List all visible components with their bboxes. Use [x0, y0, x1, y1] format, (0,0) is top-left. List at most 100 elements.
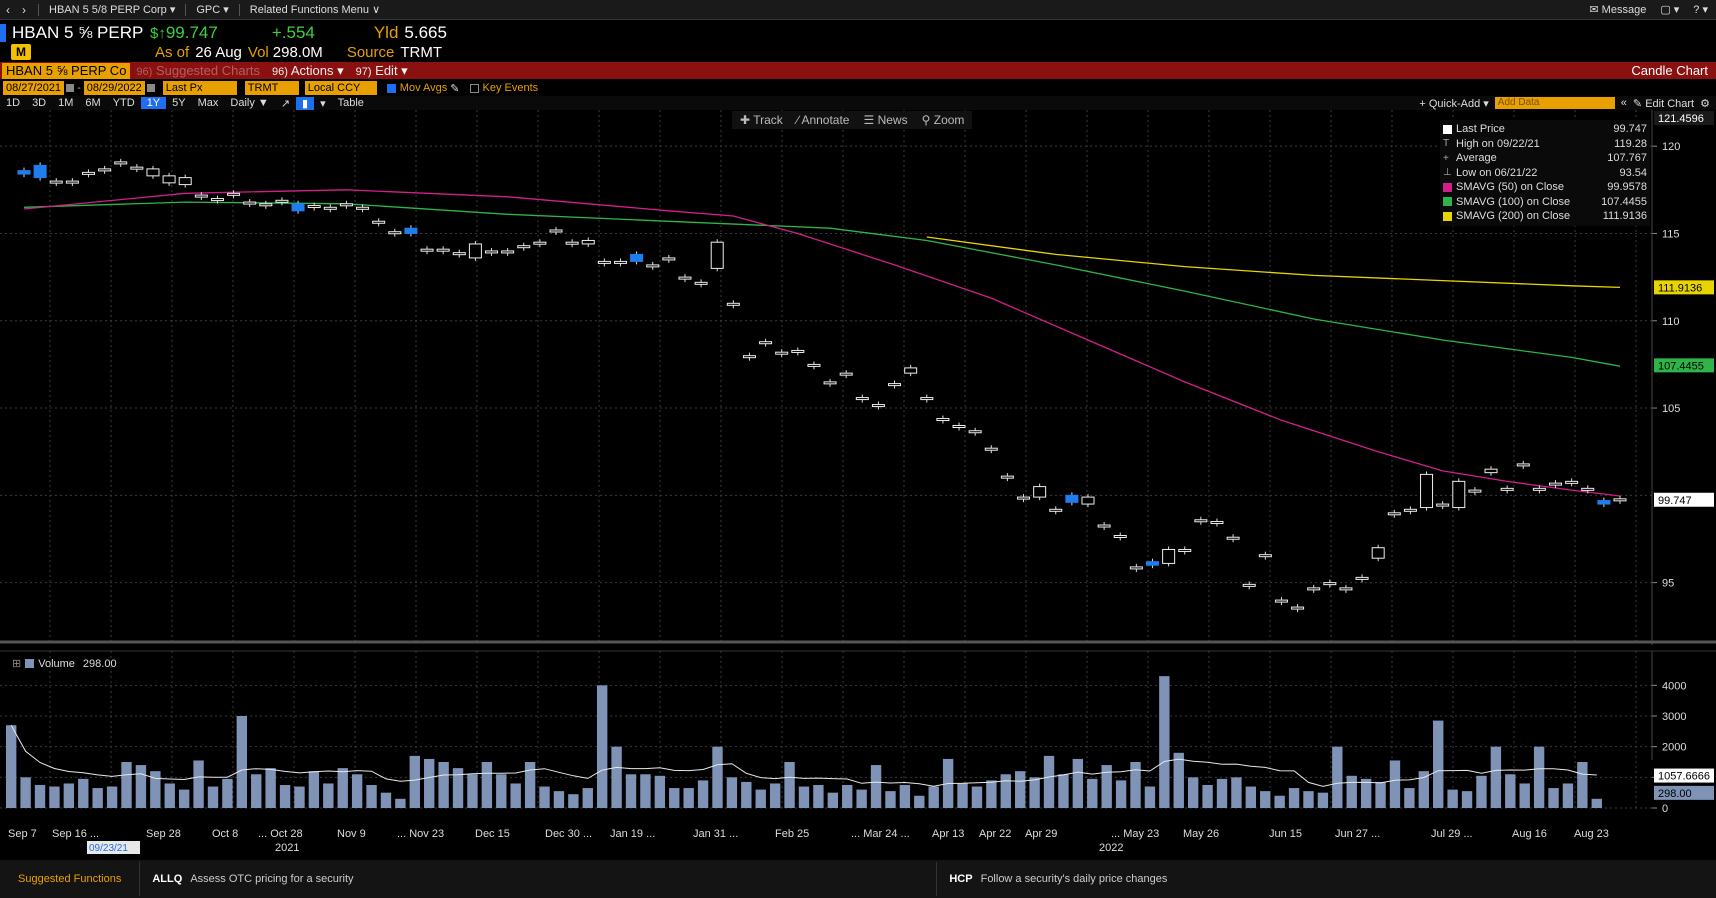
gpc-menu-label: GPC — [196, 4, 221, 16]
volume-swatch — [25, 659, 35, 668]
message-button[interactable]: ✉ Message — [1589, 3, 1646, 16]
range-1y[interactable]: 1Y — [140, 97, 167, 109]
frequency-selector[interactable]: Daily ▼ — [230, 97, 269, 109]
expand-icon[interactable]: ⊞ — [12, 658, 22, 670]
forward-arrow-icon[interactable]: › — [22, 2, 26, 17]
mov-avgs-checkbox[interactable] — [386, 83, 396, 93]
candle-body — [1226, 536, 1240, 540]
volume-bar — [654, 775, 666, 808]
calendar-icon[interactable] — [66, 84, 75, 92]
function-allq[interactable]: ALLQ Assess OTC pricing for a security — [140, 873, 936, 885]
candle-body — [210, 198, 224, 202]
end-date-field[interactable]: 08/29/2022 — [83, 81, 145, 95]
help-icon[interactable]: ? ▾ — [1693, 4, 1708, 16]
top-price-tag-bg — [1654, 111, 1714, 125]
date-axis-label: ... Oct 28 — [258, 828, 303, 840]
key-events-checkbox[interactable] — [469, 83, 479, 93]
zoom-button[interactable]: ⚲ Zoom — [922, 113, 965, 127]
range-6m[interactable]: 6M — [85, 97, 101, 109]
legend-swatch — [1443, 182, 1452, 192]
back-arrow-icon[interactable]: ‹ — [6, 2, 10, 17]
volume-bar — [106, 786, 118, 808]
legend-swatch — [1443, 197, 1452, 207]
track-button[interactable]: ✚ Track — [740, 113, 783, 127]
volume-legend[interactable]: ⊞ Volume 298.00 — [12, 657, 117, 671]
suggested-charts-button[interactable]: 96) Suggested Charts — [130, 63, 266, 78]
crosshair-icon: ✚ — [740, 113, 751, 127]
function-hcp[interactable]: HCP Follow a security's daily price chan… — [937, 873, 1179, 885]
range-3d[interactable]: 3D — [32, 97, 47, 109]
candle-body — [452, 252, 466, 256]
pencil-icon: ✎ — [1632, 97, 1643, 110]
divider — [185, 3, 187, 16]
security-menu[interactable]: HBAN 5 5/8 PERP Corp ▾ — [49, 4, 176, 16]
range-max[interactable]: Max — [197, 97, 219, 109]
annotate-button[interactable]: ∕ Annotate — [797, 113, 850, 127]
chart-style-dropdown-icon[interactable]: ▾ — [320, 97, 326, 110]
date-axis-label: ... Mar 24 ... — [851, 828, 910, 840]
moving-average-lines — [23, 189, 1621, 497]
related-functions-menu[interactable]: Related Functions Menu ∨ — [249, 4, 381, 16]
edit-menu[interactable]: 97) Edit ▾ — [355, 62, 408, 78]
candle-body — [855, 397, 869, 401]
volume-bar — [1159, 676, 1170, 808]
currency-selector[interactable]: Local CCY — [304, 81, 377, 95]
volume-bar — [1000, 774, 1011, 808]
gpc-menu[interactable]: GPC ▾ — [196, 4, 229, 16]
add-data-input[interactable]: Add Data — [1494, 97, 1615, 109]
volume-bar — [1245, 786, 1257, 808]
date-highlight: 09/23/21 — [89, 843, 128, 854]
pencil-icon[interactable]: ✎ — [450, 82, 460, 95]
legend-value: 99.9578 — [1607, 181, 1647, 194]
chart-parameters: 08/27/2021 - 08/29/2022 Last Px TRMT Loc… — [0, 80, 1716, 96]
candle-body — [17, 170, 31, 175]
range-5y[interactable]: 5Y — [172, 97, 186, 109]
volume-bar — [1173, 752, 1184, 808]
candle-body — [1017, 496, 1031, 500]
date-axis-label: Jun 27 ... — [1335, 828, 1380, 840]
price-axis-ticks: 120 115 110 105 95 — [1652, 141, 1680, 590]
legend-swatch — [1443, 124, 1452, 134]
volume-bar — [1231, 777, 1242, 808]
actions-menu[interactable]: 96) Actions ▾ — [272, 62, 344, 78]
candle-chart-icon[interactable]: ▮ — [296, 96, 315, 110]
range-1m[interactable]: 1M — [58, 97, 74, 109]
edit-chart-button[interactable]: ✎ Edit Chart — [1633, 97, 1694, 110]
envelope-icon: ✉ — [1589, 4, 1599, 16]
collapse-icon[interactable]: « — [1620, 97, 1627, 109]
start-date-field[interactable]: 08/27/2021 — [3, 81, 65, 95]
chart-type-title: Candle Chart — [1631, 63, 1708, 78]
news-button[interactable]: ☰ News — [863, 113, 907, 127]
sma100-tag: 107.4455 — [1658, 360, 1704, 372]
calendar-icon[interactable] — [146, 84, 155, 92]
candle-body — [501, 250, 515, 254]
window-options-icon[interactable]: ▢ ▾ — [1660, 4, 1680, 16]
date-highlight-bg — [87, 841, 140, 854]
gear-icon[interactable]: ⚙ — [1700, 97, 1710, 110]
line-chart-icon[interactable]: ↗ — [280, 97, 291, 110]
volume-bar — [409, 755, 420, 808]
volume-bars — [6, 676, 1602, 808]
volume-bar — [625, 774, 637, 808]
security-field[interactable]: HBAN 5 ⅝ PERP Co — [2, 62, 131, 79]
candle-body — [162, 175, 176, 184]
quick-add-button[interactable]: + Quick-Add ▾ — [1419, 97, 1489, 110]
suggested-num: 96) — [136, 66, 153, 78]
sma200-tag-bg — [1654, 280, 1714, 295]
date-axis-label: Sep 7 — [8, 828, 37, 840]
range-1d[interactable]: 1D — [6, 97, 21, 109]
candle-body — [1081, 496, 1095, 505]
range-ytd[interactable]: YTD — [112, 97, 135, 109]
table-button[interactable]: Table — [337, 97, 364, 109]
volume-bar — [1317, 792, 1329, 808]
low-marker-icon: ⊥ — [1443, 167, 1452, 179]
candle-body — [1613, 498, 1627, 502]
candle-body — [678, 276, 692, 280]
candle-body — [662, 257, 676, 261]
command-bar: HBAN 5 ⅝ PERP Co 96) Suggested Charts 96… — [0, 62, 1716, 79]
function-code: ALLQ — [152, 873, 183, 885]
chart-legend[interactable]: Last Price 99.747 T High on 09/22/21 119.… — [1440, 120, 1650, 226]
source-selector[interactable]: TRMT — [244, 81, 299, 95]
field-selector[interactable]: Last Px — [162, 81, 237, 95]
